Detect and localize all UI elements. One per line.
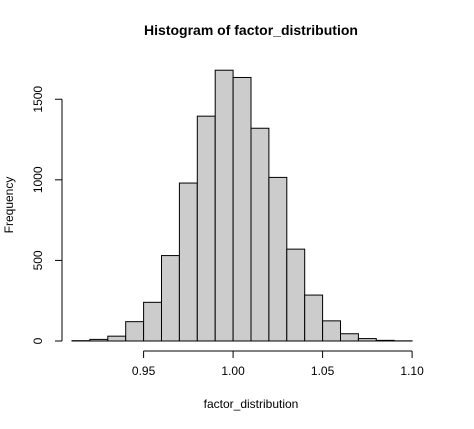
histogram-bar [179,183,197,341]
histogram-bar [269,177,287,341]
histogram-bar [215,70,233,341]
y-tick-label: 1000 [31,166,45,193]
histogram-bar [197,116,215,341]
chart-title: Histogram of factor_distribution [144,22,358,38]
y-axis: 0 500 1000 1500 [31,86,62,345]
y-tick-label: 1500 [31,86,45,113]
histogram-bar [144,302,162,341]
histogram-bar [305,295,323,341]
histogram-bar [341,334,359,341]
histogram-bar [323,321,341,341]
x-tick-label: 1.10 [400,364,424,378]
y-tick-label: 500 [31,250,45,270]
histogram-bar [376,340,394,341]
histogram-bar [358,339,376,341]
histogram-bar [126,322,144,341]
histogram-bar [90,339,108,341]
histogram-bars [72,70,412,341]
histogram-bar [108,336,126,341]
histogram-bar [287,249,305,341]
histogram-bar [162,256,180,341]
y-tick-label: 0 [31,337,45,344]
x-tick-label: 1.05 [311,364,335,378]
x-axis-title: factor_distribution [204,397,299,411]
x-tick-label: 1.00 [221,364,245,378]
histogram-bar [251,128,269,341]
x-tick-label: 0.95 [132,364,156,378]
y-axis-title: Frequency [2,177,16,234]
histogram-bar [233,77,251,341]
x-axis: 0.95 1.00 1.05 1.10 [132,351,424,378]
